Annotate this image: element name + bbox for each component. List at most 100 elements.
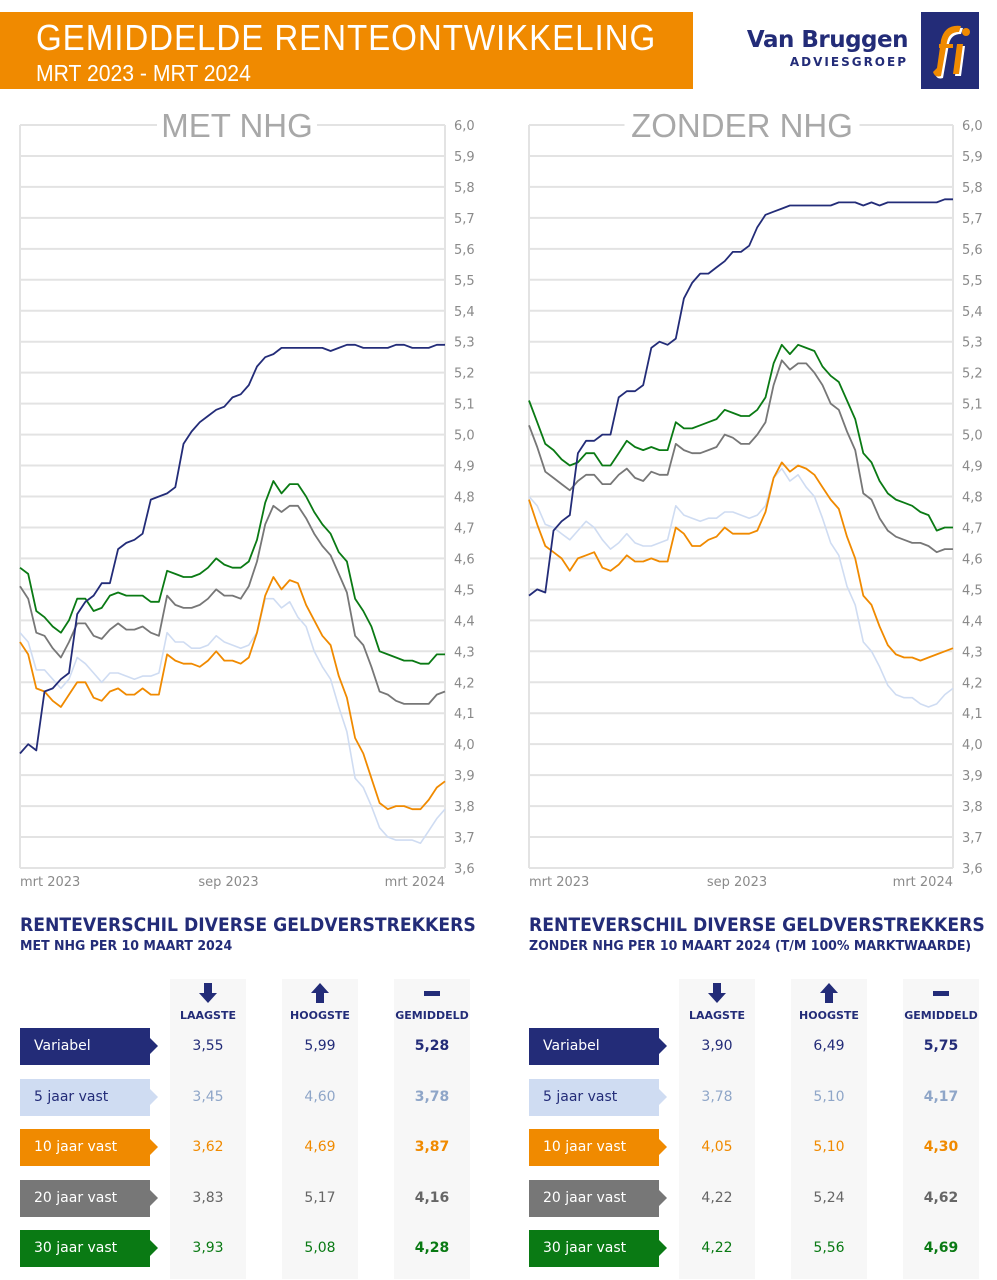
- column-header-avg: GEMIDDELD: [394, 983, 470, 1022]
- chart-met-nhg: 6,0 5,9 5,8 5,7 5,6 5,5 5,4 5,3 5,2 5,1 5,0 4,9 4,8 4…: [19, 105, 475, 890]
- y-tick-label: 4,2: [962, 676, 983, 691]
- row-label-vast20: 20 jaar vast: [20, 1179, 158, 1217]
- row-label-vast30: 30 jaar vast: [20, 1230, 158, 1267]
- company-logo-text: Van Bruggen ADVIESGROEP: [730, 26, 909, 70]
- arrow-up-icon: [282, 983, 358, 1005]
- table-met-nhg: RENTEVERSCHIL DIVERSE GELDVERSTREKKERS M…: [20, 915, 490, 1279]
- y-tick-label: 4,2: [454, 676, 475, 691]
- page-title: GEMIDDELDE RENTEONTWIKKELING: [36, 17, 657, 58]
- y-tick-label: 5,1: [454, 398, 475, 413]
- company-logo-icon: [921, 12, 979, 89]
- y-tick-label: 5,8: [454, 181, 475, 196]
- cell-high-variabel: 5,99: [304, 1038, 336, 1054]
- row-label-vast10: 10 jaar vast: [20, 1129, 158, 1166]
- cell-low-variabel: 3,55: [192, 1038, 224, 1054]
- y-tick-label: 5,2: [454, 367, 475, 382]
- cell-avg-vast5: 3,78: [414, 1088, 450, 1105]
- cell-avg-variabel: 5,28: [414, 1038, 450, 1054]
- row-label-vast5: 5 jaar vast: [20, 1078, 158, 1116]
- y-tick-label: 4,7: [962, 521, 983, 536]
- y-tick-label: 4,4: [962, 614, 983, 629]
- y-tick-label: 3,8: [962, 800, 983, 815]
- cell-avg-vast5: 4,17: [923, 1088, 959, 1105]
- cell-high-vast10: 4,69: [304, 1139, 336, 1155]
- cell-avg-vast10: 3,87: [414, 1139, 450, 1155]
- column-header-label: GEMIDDELD: [395, 1009, 469, 1022]
- arrow-down-icon: [679, 983, 755, 1005]
- column-header-label: HOOGSTE: [290, 1009, 350, 1022]
- series-line-vast20: [528, 359, 953, 554]
- row-label-vast10: 10 jaar vast: [529, 1129, 667, 1166]
- y-tick-label: 3,8: [454, 800, 475, 815]
- cell-low-vast20: 4,22: [701, 1189, 733, 1206]
- row-label-variabel: Variabel: [20, 1028, 158, 1065]
- column-bg-avg: [394, 979, 470, 1279]
- cell-avg-vast30: 4,69: [923, 1240, 959, 1256]
- title-banner: GEMIDDELDE RENTEONTWIKKELING MRT 2023 - …: [0, 12, 693, 89]
- y-tick-label: 5,5: [454, 274, 475, 289]
- column-bg-high: [791, 979, 867, 1279]
- cell-low-vast30: 4,22: [701, 1240, 733, 1256]
- x-tick-label: mrt 2024: [385, 875, 445, 890]
- y-tick-label: 5,1: [962, 398, 983, 413]
- cell-avg-vast20: 4,62: [923, 1189, 959, 1206]
- y-tick-label: 4,6: [962, 552, 983, 567]
- series-line-vast10: [528, 461, 954, 662]
- logo-name: Van Bruggen: [746, 27, 909, 53]
- table-title: RENTEVERSCHIL DIVERSE GELDVERSTREKKERS: [529, 915, 985, 936]
- y-tick-label: 4,0: [962, 738, 983, 753]
- row-label-variabel: Variabel: [529, 1028, 667, 1065]
- chart-title: ZONDER NHG: [631, 107, 853, 144]
- x-tick-label: mrt 2023: [20, 875, 80, 890]
- y-tick-label: 3,9: [454, 769, 475, 784]
- column-bg-low: [170, 979, 246, 1279]
- cell-high-vast5: 4,60: [304, 1088, 336, 1105]
- x-tick-label: sep 2023: [707, 875, 767, 890]
- page-subtitle: MRT 2023 - MRT 2024: [36, 60, 251, 86]
- logo-subname: ADVIESGROEP: [789, 55, 908, 69]
- y-tick-label: 5,0: [962, 429, 983, 444]
- y-tick-label: 4,5: [962, 583, 983, 598]
- cell-low-vast30: 3,93: [192, 1240, 224, 1256]
- y-tick-label: 4,8: [454, 491, 475, 506]
- cell-avg-variabel: 5,75: [923, 1038, 959, 1054]
- series-line-vast30: [528, 343, 953, 532]
- y-tick-label: 5,5: [962, 274, 983, 289]
- y-tick-label: 4,9: [454, 460, 475, 475]
- y-tick-label: 5,6: [962, 243, 983, 258]
- y-tick-label: 4,1: [962, 707, 983, 722]
- x-tick-label: sep 2023: [198, 875, 258, 890]
- cell-high-vast20: 5,17: [304, 1189, 336, 1206]
- column-header-low: LAAGSTE: [679, 983, 755, 1022]
- y-tick-label: 5,7: [454, 212, 475, 227]
- arrow-down-icon: [170, 983, 246, 1005]
- column-header-label: GEMIDDELD: [904, 1009, 978, 1022]
- column-header-low: LAAGSTE: [170, 983, 246, 1022]
- column-header-label: LAAGSTE: [688, 1009, 745, 1022]
- fi-monogram-icon: [933, 25, 970, 79]
- x-tick-label: mrt 2023: [529, 875, 589, 890]
- cell-avg-vast10: 4,30: [923, 1139, 959, 1155]
- series-line-variabel: [528, 198, 953, 597]
- y-tick-label: 4,5: [454, 583, 475, 598]
- minus-icon: [903, 983, 979, 1005]
- y-tick-label: 4,4: [454, 614, 475, 629]
- table-zonder-nhg: RENTEVERSCHIL DIVERSE GELDVERSTREKKERS Z…: [529, 915, 997, 1279]
- series-line-vast20: [19, 504, 446, 705]
- row-label-vast20: 20 jaar vast: [529, 1179, 667, 1217]
- column-header-label: LAAGSTE: [179, 1009, 236, 1022]
- column-header-label: HOOGSTE: [799, 1009, 859, 1022]
- cell-high-variabel: 6,49: [813, 1038, 845, 1054]
- series-line-vast5: [528, 467, 954, 708]
- y-tick-label: 3,7: [962, 831, 983, 846]
- x-tick-label: mrt 2024: [893, 875, 953, 890]
- cell-low-vast5: 3,78: [701, 1088, 733, 1105]
- table-subtitle: MET NHG PER 10 MAART 2024: [20, 938, 233, 954]
- y-tick-label: 4,6: [454, 552, 475, 567]
- y-tick-label: 4,3: [454, 645, 475, 660]
- chart-title-bg: [624, 105, 860, 145]
- minus-icon: [394, 983, 470, 1005]
- row-label-vast30: 30 jaar vast: [529, 1230, 667, 1267]
- cell-low-vast20: 3,83: [192, 1189, 224, 1206]
- chart-title-bg: [157, 105, 317, 145]
